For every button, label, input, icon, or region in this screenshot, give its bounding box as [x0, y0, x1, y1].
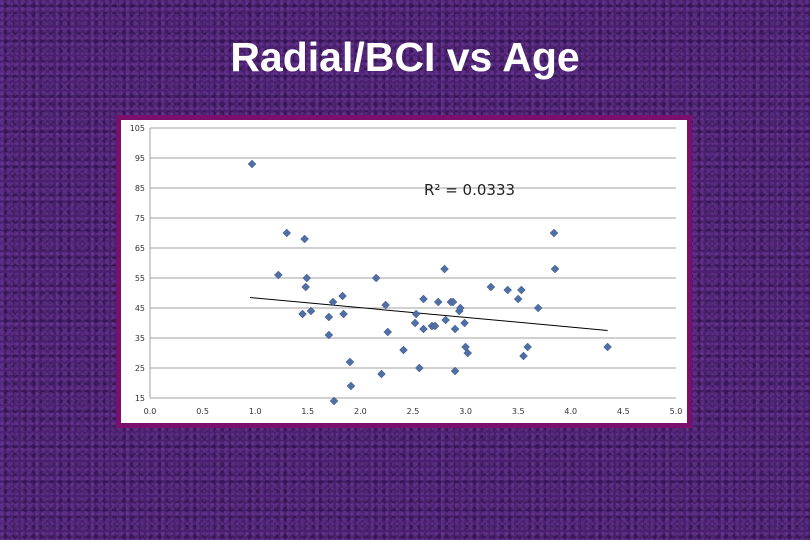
data-point — [441, 315, 450, 325]
y-tick-label: 85 — [135, 184, 145, 193]
data-point — [414, 363, 424, 373]
y-tick-label: 65 — [135, 244, 145, 253]
data-point — [455, 303, 465, 313]
data-point — [273, 270, 283, 280]
data-point — [450, 324, 460, 334]
data-point — [486, 282, 496, 292]
data-point — [247, 159, 257, 169]
data-point — [533, 303, 543, 313]
x-tick-label: 1.5 — [301, 407, 314, 416]
data-point — [383, 327, 393, 337]
data-point — [433, 297, 443, 307]
y-tick-label: 75 — [135, 214, 145, 223]
data-point — [381, 300, 391, 310]
data-point — [339, 309, 348, 319]
data-point — [329, 396, 339, 406]
scatter-chart: 105 95 85 75 65 55 45 35 25 15 0.0 0.5 1.0 1.5 2.0 2.5 3… — [130, 124, 683, 416]
data-point — [440, 264, 449, 274]
data-points — [247, 159, 612, 406]
y-tick-label: 105 — [130, 124, 145, 133]
data-point — [463, 348, 473, 358]
x-tick-label: 0.0 — [144, 407, 157, 416]
data-point — [448, 297, 458, 307]
y-tick-label: 25 — [135, 364, 145, 373]
trendline-group — [249, 297, 608, 331]
data-point — [324, 312, 334, 322]
x-tick-label: 2.0 — [354, 407, 367, 416]
data-point — [410, 318, 420, 328]
trendline — [249, 297, 608, 331]
chart-area: 105 95 85 75 65 55 45 35 25 15 0.0 0.5 1.0 1.5 2.0 2.5 3… — [121, 120, 687, 423]
data-point — [517, 285, 526, 295]
y-tick-label: 55 — [135, 274, 145, 283]
r-squared-annotation: R² = 0.0333 — [424, 181, 515, 199]
data-point — [513, 294, 523, 304]
data-point — [519, 351, 528, 361]
data-point — [503, 285, 513, 295]
data-point — [338, 291, 347, 301]
data-point — [603, 342, 612, 352]
y-tick-label: 35 — [135, 334, 145, 343]
x-tick-label: 5.0 — [670, 407, 683, 416]
data-point — [377, 369, 386, 379]
x-tick-label: 3.0 — [459, 407, 472, 416]
data-point — [550, 264, 560, 274]
data-point — [306, 306, 316, 316]
data-point — [346, 381, 356, 391]
x-tick-label: 1.0 — [249, 407, 262, 416]
x-tick-label: 0.5 — [196, 407, 209, 416]
y-tick-label: 15 — [135, 394, 145, 403]
data-point — [460, 318, 469, 328]
data-point — [419, 294, 428, 304]
x-tick-label: 3.5 — [512, 407, 525, 416]
data-point — [430, 321, 440, 331]
y-tick-label: 95 — [135, 154, 145, 163]
data-point — [345, 357, 355, 367]
grid-lines — [149, 127, 676, 399]
data-point — [450, 366, 460, 376]
data-point — [549, 228, 559, 238]
data-point — [302, 273, 312, 283]
data-point — [324, 330, 334, 340]
data-point — [282, 228, 292, 238]
data-point — [301, 282, 311, 292]
data-point — [419, 324, 428, 334]
chart-frame: 105 95 85 75 65 55 45 35 25 15 0.0 0.5 1.0 1.5 2.0 2.5 3… — [116, 115, 692, 428]
data-point — [371, 273, 381, 283]
data-point — [298, 309, 307, 319]
x-tick-label: 2.5 — [407, 407, 420, 416]
data-point — [523, 342, 533, 352]
data-point — [300, 234, 309, 244]
tick-labels: 105 95 85 75 65 55 45 35 25 15 0.0 0.5 1.0 1.5 2.0 2.5 3… — [130, 124, 683, 416]
x-tick-label: 4.0 — [564, 407, 577, 416]
data-point — [411, 309, 421, 319]
slide-title: Radial/BCI vs Age — [230, 34, 580, 80]
y-tick-label: 45 — [135, 304, 145, 313]
data-point — [328, 297, 338, 307]
data-point — [399, 345, 408, 355]
x-tick-label: 4.5 — [617, 407, 630, 416]
